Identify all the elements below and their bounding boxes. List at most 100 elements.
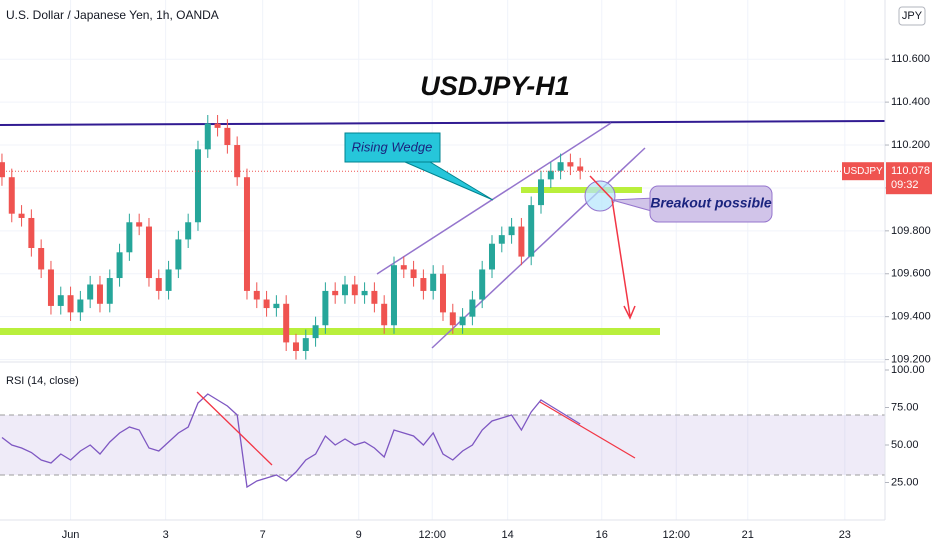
x-tick-label: 16 [596, 529, 608, 541]
candle-body [547, 170, 554, 180]
candle-body [126, 222, 133, 253]
headline: USDJPY-H1 [420, 71, 570, 101]
rsi-line [1, 393, 581, 489]
x-tick-label: 12:00 [418, 529, 446, 541]
currency: JPY [902, 10, 923, 22]
candle-body [77, 299, 84, 313]
resistance-line [0, 120, 886, 126]
currency-box[interactable] [898, 6, 926, 26]
y-tick-label: 100.00 [891, 364, 925, 376]
candle-body [381, 303, 388, 326]
candle-body [302, 338, 309, 351]
candle-body [459, 316, 466, 326]
candle-body [537, 179, 544, 206]
candle-body [479, 269, 486, 300]
breakout-arrow [589, 175, 631, 317]
candle-body [67, 295, 74, 313]
candle-body [518, 226, 525, 257]
x-tick-label: 21 [742, 529, 754, 541]
callout-box [344, 132, 441, 163]
y-tick-label: 109.600 [891, 268, 931, 280]
wedge-upper [376, 122, 612, 275]
x-tick-label: 7 [260, 529, 266, 541]
candle-body [8, 177, 15, 214]
x-tick-label: 23 [839, 529, 851, 541]
candle-body [18, 213, 25, 218]
candle-body [449, 312, 456, 326]
candle-body [528, 205, 535, 257]
candle-body [439, 273, 446, 313]
candle-body [469, 299, 476, 317]
candle-body [47, 269, 54, 306]
last-price-label: 110.078 [891, 165, 930, 177]
candle-body [106, 278, 113, 304]
candle-body [508, 226, 515, 236]
candle-body [273, 303, 280, 309]
wedge-label: Rising Wedge [352, 139, 433, 154]
countdown-label: 09:32 [891, 179, 919, 191]
y-tick-label: 109.400 [891, 311, 931, 323]
candle-body [410, 269, 417, 279]
rsi-layer [0, 393, 885, 489]
candle-body [283, 303, 290, 343]
candle-body [155, 278, 162, 291]
candle-body [332, 290, 339, 296]
candle-body [38, 248, 45, 270]
x-tick-label: 3 [163, 529, 169, 541]
y-tick-label: 75.00 [891, 401, 919, 413]
y-tick-label: 109.800 [891, 225, 931, 237]
candle-body [204, 123, 211, 150]
y-tick-label: 25.00 [891, 476, 919, 488]
candle-body [567, 162, 574, 167]
candle-body [420, 278, 427, 291]
symbol-label: USDJPY [843, 166, 883, 177]
y-tick-label: 110.200 [891, 139, 930, 151]
candle-body [185, 222, 192, 240]
candle-body [488, 243, 495, 270]
candle-body [341, 284, 348, 296]
candle-body [214, 123, 221, 128]
breakout-label: Breakout possible [650, 195, 772, 211]
x-tick-label: Jun [62, 529, 80, 541]
candle-body [136, 222, 143, 227]
y-tick-label: 50.00 [891, 439, 919, 451]
candle-body [557, 162, 564, 171]
candle-body [292, 342, 299, 351]
candle-body [165, 269, 172, 291]
symbol-box [842, 162, 884, 181]
rsi-band [0, 414, 885, 475]
candle-body [57, 295, 64, 306]
arrow-head [623, 305, 636, 320]
x-tick-label: 14 [502, 529, 514, 541]
y-tick-label: 109.200 [891, 353, 931, 365]
candle-body [116, 252, 123, 279]
breakout-circle [584, 180, 616, 212]
chart-title: U.S. Dollar / Japanese Yen, 1h, OANDA [6, 8, 219, 22]
x-tick-label: 9 [356, 529, 362, 541]
candle-body [0, 162, 5, 178]
candles [0, 114, 885, 360]
candle-body [253, 290, 260, 300]
candle-body [400, 265, 407, 270]
candle-body [96, 284, 103, 304]
candle-body [322, 290, 329, 326]
candle-body [87, 284, 94, 300]
candle-body [145, 226, 152, 279]
candle-body [28, 217, 35, 249]
wedge-lower [431, 147, 646, 349]
rsi-trendline [196, 391, 273, 466]
candle-body [430, 273, 437, 291]
candle-body [263, 299, 270, 309]
x-tick-label: 12:00 [662, 529, 690, 541]
rsi-title: RSI (14, close) [6, 375, 79, 387]
candle-body [351, 284, 358, 296]
candle-body [243, 177, 250, 291]
candle-body [498, 235, 505, 244]
candle-body [371, 290, 378, 304]
rsi-trendline [539, 401, 636, 459]
candle-body [234, 145, 241, 178]
candle-body [577, 166, 584, 171]
candle-body [224, 127, 231, 146]
